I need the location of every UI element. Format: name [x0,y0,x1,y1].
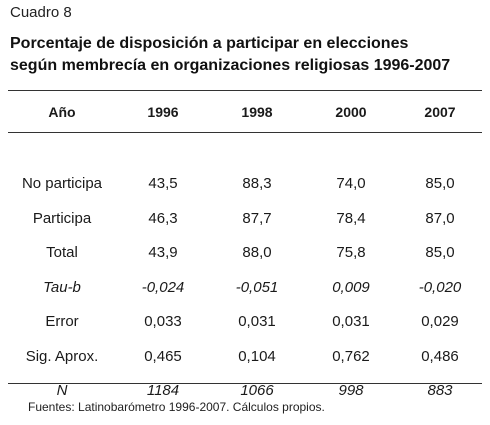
table-cell: 0,031 [332,313,370,331]
table-cell: 85,0 [425,175,455,193]
table-cell: 43,5 [148,175,178,193]
row-label: Sig. Aprox. [25,347,99,365]
column-header-year: Año [48,103,76,120]
table-row-sig-aprox: Sig. Aprox. 0,465 0,104 0,762 0,486 [8,339,482,374]
table-cell: 88,3 [242,175,272,193]
source-note: Fuentes: Latinobarómetro 1996-2007. Cálc… [28,400,325,414]
table-cell: 998 [338,382,364,400]
table-cell: 0,029 [421,313,459,331]
row-label: Tau-b [43,278,81,296]
table-cell: 0,762 [332,347,370,365]
table-cell: 75,8 [336,244,366,262]
table-row-participa: Participa 46,3 87,7 78,4 87,0 [8,201,482,236]
table-cell: 74,0 [336,175,366,193]
table-row-error: Error 0,033 0,031 0,031 0,029 [8,305,482,340]
table-cell: 0,009 [332,278,370,296]
table-cell: 0,486 [421,347,459,365]
table-cell: 0,104 [238,347,276,365]
table-cell: -0,051 [235,278,279,296]
table-row-no-participa: No participa 43,5 88,3 74,0 85,0 [8,167,482,202]
bottom-rule [8,383,482,384]
table-title-line-2: según membrecía en organizaciones religi… [10,57,451,74]
table-cell: 0,465 [144,347,182,365]
table-header-row: Año 1996 1998 2000 2007 [8,91,482,132]
table-row-tau-b: Tau-b -0,024 -0,051 0,009 -0,020 [8,270,482,305]
table-cell: 87,0 [425,209,455,227]
table-row-total: Total 43,9 88,0 75,8 85,0 [8,236,482,271]
column-header-1998: 1998 [241,103,273,120]
header-rule [8,132,482,133]
table-cell: 883 [427,382,453,400]
row-label: N [56,382,68,400]
table-cell: 43,9 [148,244,178,262]
table-cell: 85,0 [425,244,455,262]
table-cell: -0,024 [141,278,185,296]
table-cell: 88,0 [242,244,272,262]
table-cell: 1184 [146,382,180,400]
row-label: Participa [32,209,92,227]
column-header-2000: 2000 [335,103,367,120]
table-cell: 0,033 [144,313,182,331]
table-cell: 78,4 [336,209,366,227]
table-cell: 87,7 [242,209,272,227]
table-number-label: Cuadro 8 [10,4,72,21]
table-cell: 0,031 [238,313,276,331]
column-header-2007: 2007 [424,103,456,120]
table-cell: -0,020 [418,278,462,296]
top-rule [8,90,482,91]
row-label: Total [46,244,78,262]
table-title: Porcentaje de disposición a participar e… [10,33,482,77]
column-header-1996: 1996 [147,103,179,120]
row-label: No participa [21,175,103,193]
table-cell: 46,3 [148,209,178,227]
table-title-line-1: Porcentaje de disposición a participar e… [10,35,409,52]
table-row-n: N 1184 1066 998 883 [8,374,482,409]
row-label: Error [45,313,79,331]
spacer-row [8,132,482,167]
data-table: Año 1996 1998 2000 2007 No participa 43,… [8,91,482,408]
table-cell: 1066 [240,382,274,400]
